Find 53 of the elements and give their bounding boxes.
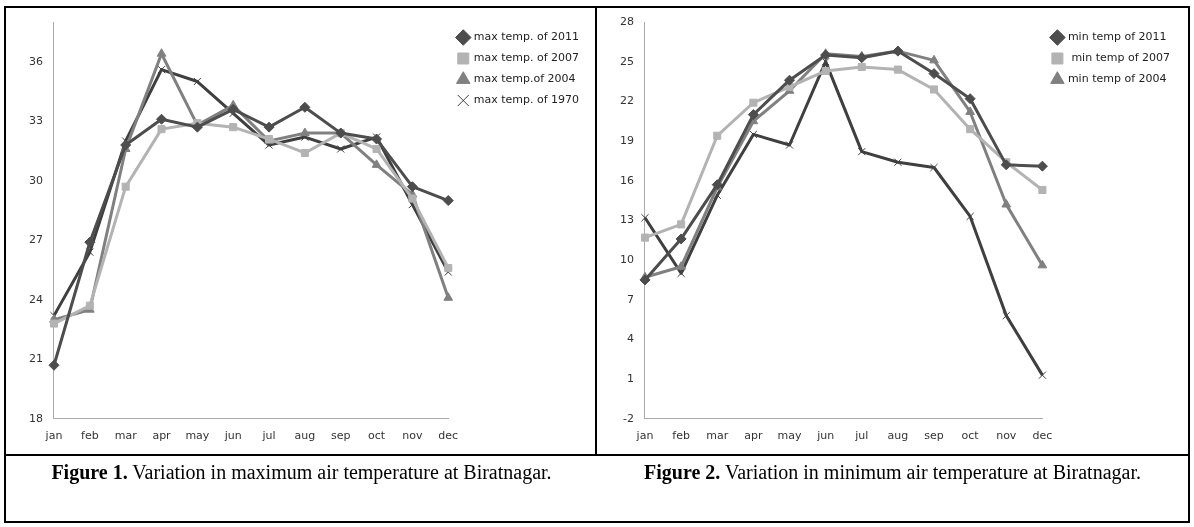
y-tick-label: 4 xyxy=(627,332,634,346)
y-tick-label: 7 xyxy=(627,292,634,306)
x-tick-label: jan xyxy=(44,429,63,443)
legend-label: max temp. of 2007 xyxy=(473,51,580,65)
x-tick-label: jun xyxy=(223,429,242,443)
legend-label: max temp.of 2004 xyxy=(473,72,576,86)
y-tick-label: 10 xyxy=(620,252,634,266)
y-tick-label: 19 xyxy=(620,133,634,147)
y-tick-label: 25 xyxy=(620,54,634,68)
y-tick-label: 13 xyxy=(620,213,634,227)
y-tick-label: 16 xyxy=(620,173,634,187)
x-tick-label: oct xyxy=(368,429,386,443)
x-tick-label: jul xyxy=(261,429,276,443)
x-tick-label: apr xyxy=(152,429,172,443)
x-tick-label: sep xyxy=(924,429,944,443)
y-tick-label: 1 xyxy=(627,371,634,385)
legend-label: max temp. of 2011 xyxy=(473,30,580,44)
y-tick-label: 30 xyxy=(29,173,43,187)
y-tick-label: 27 xyxy=(29,233,43,247)
x-tick-label: dec xyxy=(1032,429,1053,443)
x-tick-label: jun xyxy=(816,429,835,443)
x-tick-label: jul xyxy=(854,429,869,443)
y-tick-label: 18 xyxy=(29,411,43,425)
y-tick-label: 24 xyxy=(29,292,43,306)
x-tick-label: feb xyxy=(672,429,690,443)
y-tick-label: 21 xyxy=(29,352,43,366)
y-tick-label: 33 xyxy=(29,114,43,128)
x-tick-label: aug xyxy=(294,429,316,443)
x-tick-label: sep xyxy=(330,429,351,443)
x-tick-label: nov xyxy=(996,429,1017,443)
y-tick-label: 22 xyxy=(620,94,634,108)
caption: Figure 2. xyxy=(644,461,721,483)
legend-label: min temp of 2011 xyxy=(1067,30,1167,44)
text: Variation in maximum air temperature at Biratnagar. xyxy=(132,461,552,483)
y-tick-label: 36 xyxy=(29,54,43,68)
x-tick-label: may xyxy=(777,429,802,443)
y-tick-label: -2 xyxy=(623,411,634,425)
y-tick-label: 28 xyxy=(620,14,634,28)
x-tick-label: may xyxy=(185,429,210,443)
x-tick-label: dec xyxy=(438,429,459,443)
text: Variation in minimum air temperature at Biratnagar. xyxy=(724,461,1141,483)
legend-label: min temp of 2007 xyxy=(1067,51,1170,65)
x-tick-label: mar xyxy=(114,429,138,443)
legend-label: max temp. of 1970 xyxy=(473,93,580,107)
x-tick-label: feb xyxy=(81,429,99,443)
caption: Figure 1. xyxy=(51,461,128,483)
x-tick-label: mar xyxy=(706,429,729,443)
x-tick-label: aug xyxy=(887,429,909,443)
x-tick-label: oct xyxy=(961,429,980,443)
x-tick-label: nov xyxy=(402,429,423,443)
x-tick-label: jan xyxy=(635,429,654,443)
legend-label: min temp of 2004 xyxy=(1067,72,1167,86)
x-tick-label: apr xyxy=(744,429,763,443)
